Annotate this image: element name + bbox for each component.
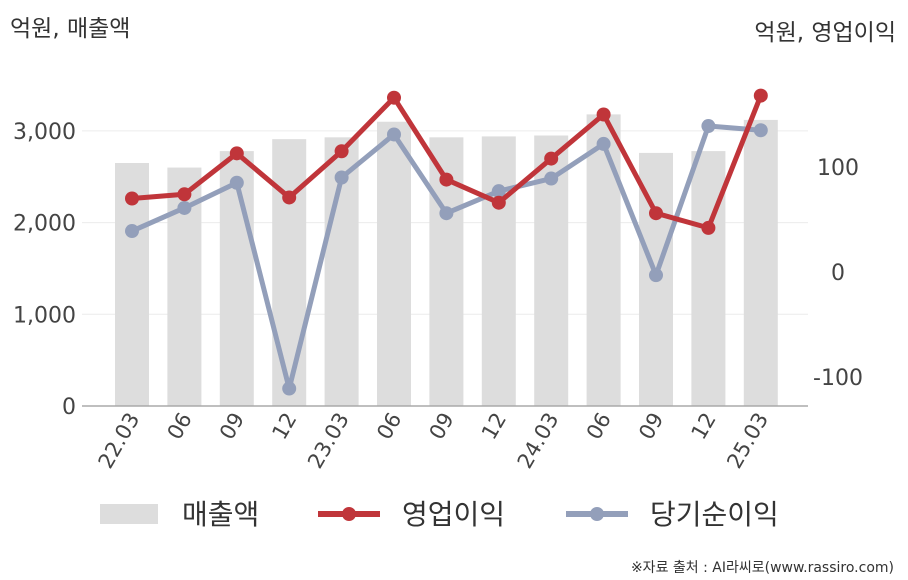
legend-item: 당기순이익 bbox=[566, 498, 779, 531]
data-point bbox=[491, 184, 506, 199]
data-point bbox=[334, 170, 349, 185]
data-point bbox=[491, 195, 506, 210]
line-series bbox=[125, 88, 768, 396]
legend-label: 영업이익 bbox=[402, 498, 505, 531]
x-tick-label: 06 bbox=[372, 409, 406, 444]
data-point bbox=[753, 123, 768, 138]
data-point bbox=[177, 187, 192, 202]
x-tick-label: 06 bbox=[582, 409, 616, 444]
series-영업이익 bbox=[125, 88, 768, 235]
x-tick-label: 25.03 bbox=[722, 409, 773, 473]
legend-label: 매출액 bbox=[182, 498, 259, 531]
bar bbox=[586, 114, 621, 407]
x-tick-label: 09 bbox=[425, 409, 459, 444]
right-y-ticks: -100 0 100 bbox=[813, 156, 863, 391]
source-note: ※자료 출처 : AI라씨로(www.rassiro.com) bbox=[631, 560, 894, 576]
data-point bbox=[125, 224, 139, 239]
data-point bbox=[753, 88, 768, 103]
data-point bbox=[282, 381, 297, 396]
x-tick-label: 24.03 bbox=[513, 409, 564, 473]
bar bbox=[272, 139, 307, 406]
data-point bbox=[544, 171, 559, 186]
data-point bbox=[649, 268, 663, 283]
x-tick-label: 22.03 bbox=[93, 409, 144, 473]
x-tick-label: 06 bbox=[163, 409, 197, 444]
data-point bbox=[387, 90, 401, 105]
right-tick-label: -100 bbox=[813, 366, 863, 391]
bar bbox=[219, 151, 254, 406]
x-ticks: 22.03 06 09 12 23.03 06 09 12 24.03 06 09 12 25.03 bbox=[93, 409, 773, 473]
bar bbox=[481, 136, 516, 407]
data-point bbox=[282, 190, 297, 205]
data-point bbox=[596, 107, 611, 122]
x-tick-label: 12 bbox=[687, 409, 721, 444]
data-point bbox=[334, 144, 349, 159]
left-y-ticks: 0 1,000 2,000 3,000 bbox=[13, 120, 76, 420]
x-tick-label: 09 bbox=[634, 409, 668, 444]
bar bbox=[743, 119, 778, 407]
left-axis-unit: 억원, 매출액 bbox=[10, 16, 130, 42]
legend-marker bbox=[590, 507, 604, 521]
left-tick-label: 0 bbox=[62, 395, 76, 420]
x-tick-label: 23.03 bbox=[303, 409, 354, 473]
data-point bbox=[125, 191, 139, 206]
legend-label: 당기순이익 bbox=[650, 498, 779, 531]
series-당기순이익 bbox=[125, 119, 768, 396]
x-tick-label: 12 bbox=[267, 409, 301, 444]
data-point bbox=[229, 146, 244, 161]
right-axis-unit: 억원, 영업이익 bbox=[754, 20, 896, 46]
data-point bbox=[439, 206, 454, 221]
data-point bbox=[387, 127, 401, 142]
left-tick-label: 3,000 bbox=[13, 120, 76, 145]
bar bbox=[691, 151, 726, 406]
data-point bbox=[649, 206, 663, 221]
data-point bbox=[701, 119, 716, 134]
data-point bbox=[177, 200, 192, 215]
data-point bbox=[229, 175, 244, 190]
revenue-bars bbox=[82, 114, 808, 407]
data-point bbox=[544, 151, 559, 166]
legend-swatch bbox=[100, 504, 158, 524]
bar bbox=[377, 121, 411, 406]
legend-item: 매출액 bbox=[100, 498, 259, 531]
legend: 매출액 영업이익 당기순이익 bbox=[100, 498, 779, 531]
left-tick-label: 1,000 bbox=[13, 303, 76, 328]
right-tick-label: 0 bbox=[831, 261, 845, 286]
data-point bbox=[596, 136, 611, 151]
data-point bbox=[439, 172, 454, 187]
data-point bbox=[701, 220, 716, 235]
right-tick-label: 100 bbox=[817, 156, 859, 181]
x-tick-label: 12 bbox=[477, 409, 511, 444]
legend-item: 영업이익 bbox=[318, 498, 505, 531]
left-tick-label: 2,000 bbox=[13, 212, 76, 237]
legend-marker bbox=[342, 507, 356, 521]
x-tick-label: 09 bbox=[215, 409, 249, 444]
